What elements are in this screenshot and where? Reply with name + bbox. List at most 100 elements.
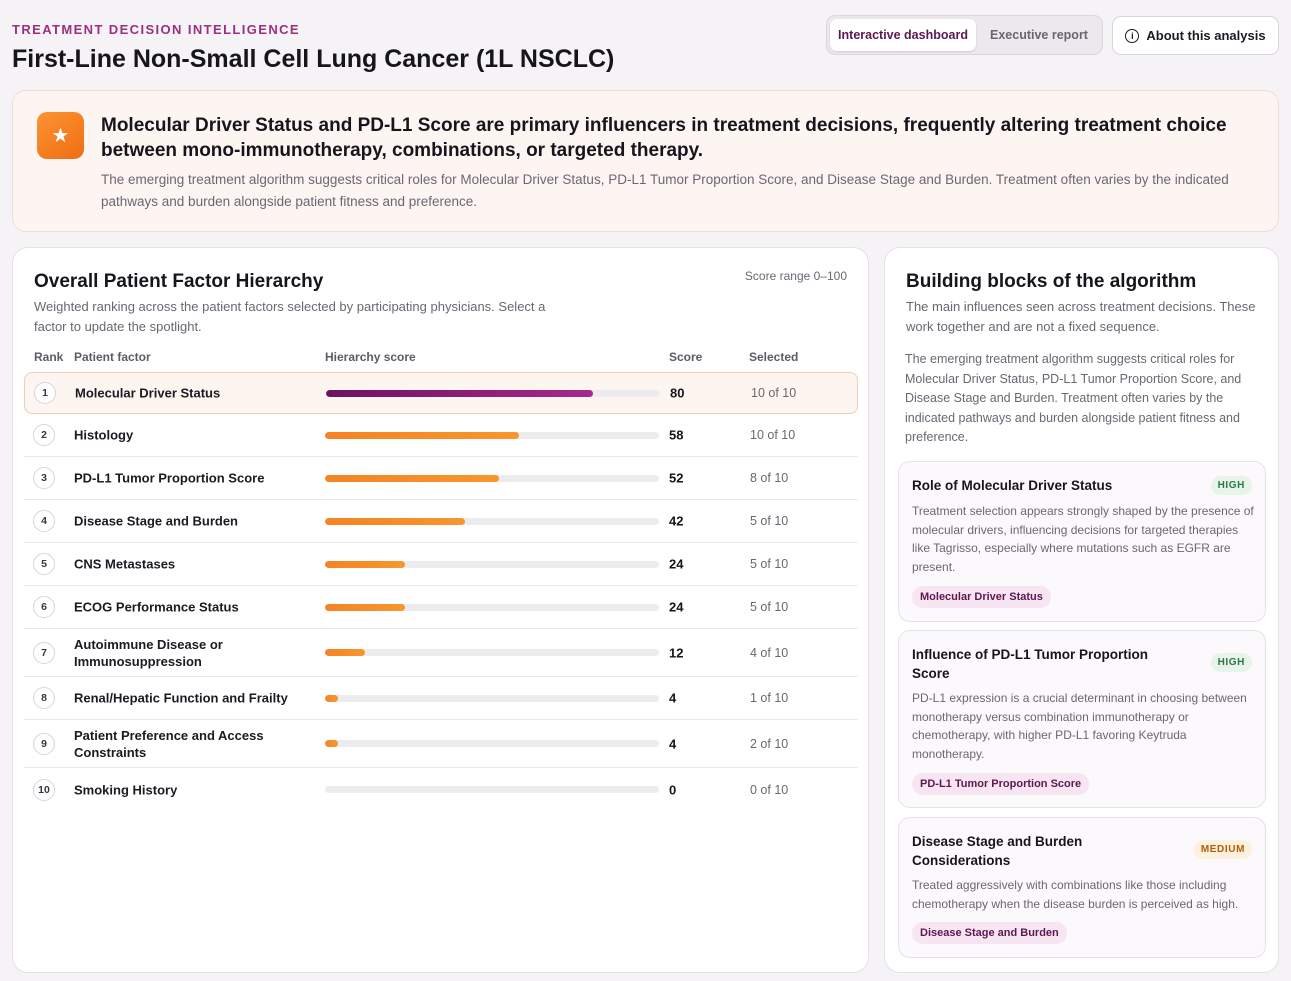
selected-count: 10 of 10 bbox=[750, 428, 796, 442]
building-block[interactable]: Role of Molecular Driver Status HIGH Tre… bbox=[898, 461, 1266, 622]
score-value: 4 bbox=[669, 690, 677, 706]
key-insight-banner: ★ Molecular Driver Status and PD-L1 Scor… bbox=[12, 90, 1279, 232]
insight-headline: Molecular Driver Status and PD-L1 Score … bbox=[101, 115, 1227, 161]
score-value: 0 bbox=[669, 782, 677, 797]
importance-badge: HIGH bbox=[1210, 653, 1252, 672]
score-track bbox=[326, 389, 660, 397]
factor-tag[interactable]: Molecular Driver Status bbox=[912, 586, 1051, 608]
rank-badge: 5 bbox=[33, 553, 55, 575]
table-row[interactable]: 8 Renal/Hepatic Function and Frailty 4 1… bbox=[24, 677, 858, 720]
table-row[interactable]: 7 Autoimmune Disease or Immunosuppressio… bbox=[24, 629, 858, 677]
score-bar bbox=[325, 431, 519, 439]
col-selected: Selected bbox=[749, 350, 799, 364]
selected-count: 5 of 10 bbox=[750, 557, 789, 571]
block-body: PD-L1 expression is a crucial determinan… bbox=[912, 691, 1247, 761]
score-bar bbox=[325, 649, 366, 656]
score-track bbox=[325, 786, 659, 793]
algorithm-title: Building blocks of the algorithm bbox=[906, 271, 1197, 292]
rank-badge: 10 bbox=[33, 778, 55, 801]
factor-tag[interactable]: PD-L1 Tumor Proportion Score bbox=[912, 773, 1090, 795]
score-bar bbox=[325, 474, 499, 482]
tab-interactive-dashboard[interactable]: Interactive dashboard bbox=[830, 19, 976, 51]
algorithm-summary: The emerging treatment algorithm suggest… bbox=[905, 352, 1242, 444]
score-bar bbox=[326, 389, 594, 397]
rank-badge: 2 bbox=[33, 424, 55, 446]
factor-name: Disease Stage and Burden bbox=[74, 513, 238, 529]
algorithm-card: Building blocks of the algorithm The mai… bbox=[884, 247, 1279, 973]
score-track bbox=[325, 474, 659, 482]
star-icon: ★ bbox=[37, 112, 84, 159]
block-title: Influence of PD-L1 Tumor Proportion Scor… bbox=[912, 647, 1148, 681]
building-block[interactable]: Disease Stage and Burden Considerations … bbox=[898, 817, 1266, 958]
rank-badge: 1 bbox=[34, 382, 56, 404]
score-track bbox=[325, 694, 659, 702]
factor-tag[interactable]: Disease Stage and Burden bbox=[912, 922, 1067, 944]
view-toggle: Interactive dashboard Executive report bbox=[826, 15, 1103, 55]
factor-name: Renal/Hepatic Function and Frailty bbox=[74, 690, 288, 706]
factor-hierarchy-card: Overall Patient Factor Hierarchy Weighte… bbox=[12, 247, 869, 973]
score-value: 24 bbox=[669, 556, 684, 572]
selected-count: 8 of 10 bbox=[750, 471, 789, 485]
score-track bbox=[325, 560, 659, 568]
table-row[interactable]: 1 Molecular Driver Status 80 10 of 10 bbox=[24, 372, 858, 414]
block-body: Treated aggressively with combinations l… bbox=[912, 878, 1239, 911]
hierarchy-title: Overall Patient Factor Hierarchy bbox=[34, 271, 324, 292]
selected-count: 0 of 10 bbox=[750, 782, 789, 797]
col-hierarchy-score: Hierarchy score bbox=[325, 350, 416, 364]
selected-count: 1 of 10 bbox=[750, 691, 789, 705]
score-bar bbox=[325, 740, 339, 747]
factor-name: ECOG Performance Status bbox=[74, 599, 239, 615]
factor-name: CNS Metastases bbox=[74, 556, 176, 572]
score-bar bbox=[325, 517, 466, 525]
building-block[interactable]: Influence of PD-L1 Tumor Proportion Scor… bbox=[898, 630, 1266, 808]
score-value: 4 bbox=[669, 736, 677, 751]
selected-count: 5 of 10 bbox=[750, 600, 789, 614]
selected-count: 2 of 10 bbox=[750, 736, 789, 751]
importance-badge: MEDIUM bbox=[1193, 840, 1252, 859]
block-title: Role of Molecular Driver Status bbox=[912, 478, 1113, 493]
score-value: 42 bbox=[669, 513, 684, 529]
tab-executive-report[interactable]: Executive report bbox=[990, 28, 1088, 42]
score-track bbox=[325, 431, 659, 439]
factor-name: PD-L1 Tumor Proportion Score bbox=[74, 470, 265, 486]
rank-badge: 7 bbox=[33, 641, 55, 664]
rank-badge: 4 bbox=[33, 510, 55, 532]
selected-count: 5 of 10 bbox=[750, 514, 789, 528]
factor-table: 1 Molecular Driver Status 80 10 of 10 2 … bbox=[24, 372, 858, 811]
score-value: 24 bbox=[669, 599, 684, 615]
table-row[interactable]: 3 PD-L1 Tumor Proportion Score 52 8 of 1… bbox=[24, 457, 858, 500]
factor-name: Patient Preference and Access Constraint… bbox=[74, 727, 264, 760]
table-row[interactable]: 10 Smoking History 0 0 of 10 bbox=[24, 768, 858, 811]
score-range-note: Score range 0–100 bbox=[744, 269, 847, 283]
score-track bbox=[325, 740, 659, 747]
col-rank: Rank bbox=[34, 350, 64, 364]
eyebrow-label: TREATMENT DECISION INTELLIGENCE bbox=[12, 22, 300, 37]
score-bar bbox=[325, 560, 406, 568]
table-row[interactable]: 6 ECOG Performance Status 24 5 of 10 bbox=[24, 586, 858, 629]
rank-badge: 3 bbox=[33, 467, 55, 489]
table-row[interactable]: 9 Patient Preference and Access Constrai… bbox=[24, 720, 858, 768]
score-track bbox=[325, 603, 659, 611]
factor-name: Histology bbox=[74, 427, 134, 443]
factor-name: Molecular Driver Status bbox=[75, 385, 221, 401]
about-analysis-button[interactable]: i About this analysis bbox=[1112, 16, 1279, 55]
block-title: Disease Stage and Burden Considerations bbox=[912, 834, 1083, 868]
page-title: First-Line Non-Small Cell Lung Cancer (1… bbox=[12, 45, 615, 73]
about-analysis-label: About this analysis bbox=[1146, 28, 1266, 43]
table-header: Rank Patient factor Hierarchy score Scor… bbox=[34, 350, 857, 366]
score-value: 12 bbox=[669, 645, 684, 660]
algorithm-subtitle: The main influences seen across treatmen… bbox=[906, 299, 1256, 334]
col-factor: Patient factor bbox=[74, 350, 151, 364]
score-value: 52 bbox=[669, 470, 684, 486]
selected-count: 4 of 10 bbox=[750, 645, 789, 660]
table-row[interactable]: 5 CNS Metastases 24 5 of 10 bbox=[24, 543, 858, 586]
table-row[interactable]: 2 Histology 58 10 of 10 bbox=[24, 414, 858, 457]
table-row[interactable]: 4 Disease Stage and Burden 42 5 of 10 bbox=[24, 500, 858, 543]
insight-body: The emerging treatment algorithm suggest… bbox=[101, 172, 1229, 209]
rank-badge: 6 bbox=[33, 596, 55, 618]
factor-name: Autoimmune Disease or Immunosuppression bbox=[74, 636, 223, 669]
score-track bbox=[325, 517, 659, 525]
score-bar bbox=[325, 603, 406, 611]
block-body: Treatment selection appears strongly sha… bbox=[912, 504, 1254, 574]
col-score: Score bbox=[669, 350, 703, 364]
